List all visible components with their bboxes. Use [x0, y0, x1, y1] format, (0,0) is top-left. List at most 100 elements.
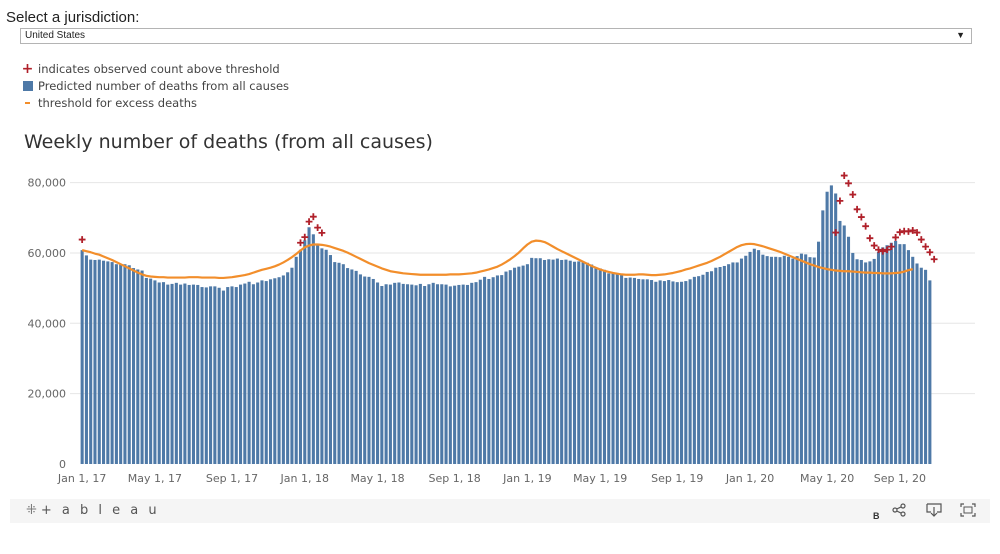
- bar: [427, 284, 431, 464]
- bar: [157, 282, 161, 464]
- bar: [243, 283, 247, 464]
- legend-label: indicates observed count above threshold: [38, 61, 280, 76]
- x-tick-label: May 1, 17: [128, 472, 182, 485]
- x-tick-label: Jan 1, 18: [280, 472, 329, 485]
- marker: [853, 205, 861, 213]
- bar: [709, 271, 714, 464]
- bar: [273, 278, 277, 464]
- marker: [862, 222, 870, 230]
- fullscreen-icon[interactable]: [960, 503, 976, 520]
- bar: [889, 242, 893, 464]
- bar: [637, 278, 641, 464]
- bar: [542, 259, 547, 464]
- bar: [226, 287, 230, 464]
- bar: [876, 251, 881, 464]
- bar: [191, 284, 195, 464]
- bar: [714, 267, 718, 464]
- bar: [354, 270, 358, 464]
- badge: B: [873, 511, 880, 521]
- bar: [470, 282, 474, 464]
- bar: [795, 256, 799, 464]
- bar: [555, 258, 559, 464]
- bar: [307, 227, 311, 464]
- bar: [320, 248, 324, 464]
- bar: [534, 258, 538, 464]
- bar: [149, 278, 153, 464]
- tableau-brand[interactable]: ⁜ + a b l e a u: [26, 503, 160, 518]
- bar: [671, 281, 675, 464]
- bar: [547, 259, 551, 464]
- bar: [251, 284, 255, 464]
- bar: [350, 269, 354, 464]
- bar: [268, 279, 273, 464]
- bar: [363, 276, 367, 464]
- bar: [791, 258, 795, 464]
- bar: [769, 256, 773, 464]
- legend-item-bar: Predicted number of deaths from all caus…: [20, 77, 289, 94]
- bar: [106, 261, 110, 464]
- bar: [898, 244, 902, 464]
- bar: [842, 225, 846, 464]
- download-icon[interactable]: [926, 503, 942, 520]
- bar: [337, 262, 341, 464]
- bar: [328, 255, 332, 464]
- bar: [123, 264, 127, 464]
- x-tick-label: May 1, 18: [350, 472, 404, 485]
- bar: [457, 284, 461, 464]
- bar: [384, 284, 388, 464]
- bar: [80, 250, 84, 464]
- bar: [594, 267, 598, 464]
- jurisdiction-select[interactable]: United States ▼: [20, 28, 972, 44]
- x-tick-label: Jan 1, 17: [57, 472, 106, 485]
- plus-icon: +: [21, 60, 34, 77]
- x-tick-label: Jan 1, 20: [725, 472, 774, 485]
- bar: [97, 259, 101, 464]
- marker: [857, 213, 865, 221]
- marker: [905, 228, 912, 235]
- y-tick-label: 20,000: [28, 388, 67, 401]
- bar: [757, 250, 761, 464]
- bar: [829, 185, 833, 464]
- bar: [744, 255, 748, 464]
- bar: [590, 264, 594, 464]
- bar: [611, 272, 615, 464]
- bar: [513, 267, 517, 464]
- jurisdiction-label: Select a jurisdiction:: [6, 9, 140, 26]
- bar: [153, 280, 157, 464]
- bar: [316, 244, 320, 464]
- bar: [397, 282, 401, 464]
- bar: [675, 282, 679, 464]
- bar: [846, 236, 851, 464]
- bar: [761, 254, 765, 464]
- marker: [930, 255, 938, 263]
- marker: [883, 246, 891, 254]
- marker: [297, 239, 304, 247]
- tableau-toolbar: ⁜ + a b l e a u B: [10, 499, 990, 523]
- bar: [517, 266, 521, 464]
- bar: [722, 265, 726, 464]
- bar: [530, 257, 534, 464]
- bar: [474, 282, 478, 464]
- bar: [748, 251, 752, 464]
- bar: [440, 284, 444, 464]
- share-icon[interactable]: [892, 503, 906, 520]
- y-axis: 0 20,000 40,000 60,000 80,000: [28, 177, 67, 471]
- bar: [859, 259, 863, 464]
- x-tick-label: May 1, 19: [573, 472, 627, 485]
- bar: [209, 286, 213, 464]
- bar: [658, 280, 662, 464]
- bar: [620, 275, 624, 464]
- triangle-down-icon[interactable]: ▼: [956, 30, 965, 40]
- bar: [615, 274, 619, 464]
- legend-item-marker: + indicates observed count above thresho…: [20, 60, 289, 77]
- bar: [851, 252, 855, 464]
- bar: [855, 259, 859, 464]
- bar: [294, 256, 298, 464]
- legend-item-threshold: threshold for excess deaths: [20, 94, 289, 111]
- x-tick-label: Sep 1, 19: [651, 472, 703, 485]
- bar: [431, 282, 435, 464]
- marker: [866, 234, 874, 242]
- bar: [303, 240, 307, 464]
- bar: [217, 287, 221, 464]
- bar: [495, 275, 499, 464]
